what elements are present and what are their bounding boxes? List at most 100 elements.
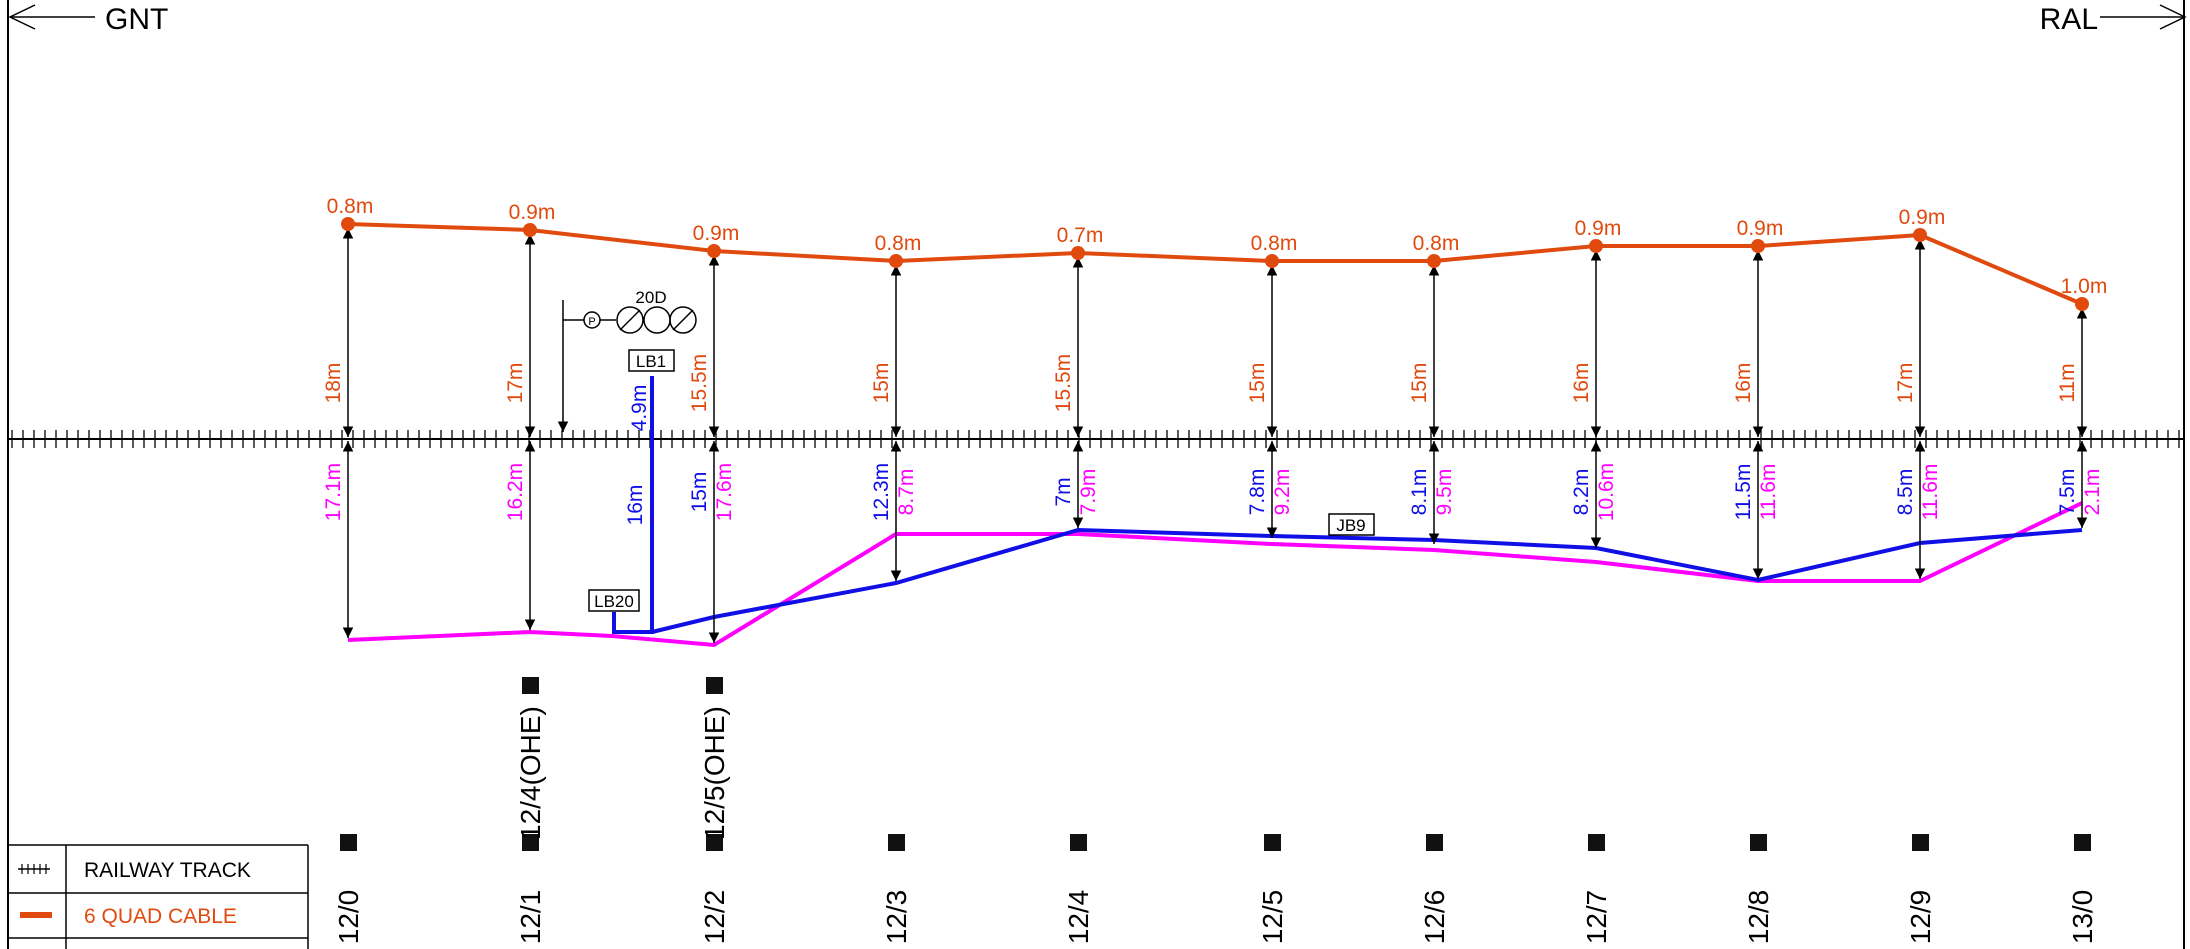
quad-cable-joint: [2075, 297, 2089, 311]
magenta-distance-label: 8.7m: [895, 469, 918, 516]
blue-distance-label: 7.5m: [2056, 469, 2079, 516]
magenta-cable-route: [347, 501, 2083, 648]
cable-depth-label: 0.9m: [1575, 217, 1622, 240]
cable-depth-label: 0.8m: [1251, 232, 1298, 255]
blue-distance-label: 8.5m: [1894, 469, 1917, 516]
direction-right: RAL: [2040, 3, 2187, 36]
cable-depth-label: 0.9m: [1737, 217, 1784, 240]
magenta-distance-label: 10.6m: [1595, 463, 1618, 521]
magenta-distance-label: 17.6m: [713, 463, 736, 521]
quad-cable-joint: [1589, 239, 1603, 253]
legend: RAILWAY TRACK 6 QUAD CABLE: [8, 844, 309, 949]
signal-20d: P 20D: [557, 288, 697, 432]
blue-distance-label: 11.5m: [1732, 464, 1755, 521]
quad-distance-label: 15m: [870, 363, 893, 404]
lb20-label: LB20: [594, 592, 634, 611]
quad-cable-joint: [1265, 254, 1279, 268]
quad-cable-joint: [1427, 254, 1441, 268]
railway-track: [8, 430, 2184, 448]
quad-distance-label: 15.5m: [1052, 354, 1075, 412]
magenta-distance-label: 16.2m: [504, 463, 527, 521]
blue-distance-label: 8.2m: [1570, 469, 1593, 516]
quad-cable-joint: [1751, 239, 1765, 253]
ohe-post-label: 12/5(OHE): [699, 706, 730, 840]
magenta-distance-label: 11.6m: [1919, 464, 1942, 521]
km-post-label: 12/6: [1419, 890, 1450, 945]
quad-distance-label: 11m: [2056, 363, 2079, 402]
blue-distance-label: 15m: [688, 472, 711, 513]
km-post-marker: [1264, 834, 1281, 851]
quad-cable-joint: [1913, 228, 1927, 242]
cable-depth-label: 0.9m: [509, 201, 556, 224]
legend-quad-cable-symbol: [20, 912, 52, 918]
quad-cable-joint: [889, 254, 903, 268]
quad-distance-label: 18m: [322, 363, 345, 404]
magenta-distance-label: 7.9m: [1077, 469, 1100, 516]
cable-depth-label: 0.8m: [327, 195, 374, 218]
quad-distance-label: 15.5m: [688, 354, 711, 412]
km-post-marker: [1426, 834, 1443, 851]
quad-cable-joint: [707, 244, 721, 258]
quad-distance-label: 17m: [504, 363, 527, 404]
lb20-box: LB20: [588, 589, 640, 612]
cable-depth-label: 1.0m: [2061, 275, 2108, 298]
km-post-marker: [1750, 834, 1767, 851]
quad-cable-joint: [1071, 246, 1085, 260]
quad-cable-joint: [341, 217, 355, 231]
km-post-marker: [1070, 834, 1087, 851]
cable-depth-label: 0.9m: [693, 222, 740, 245]
km-post-label: 12/8: [1743, 890, 1774, 945]
cable-depth-label: 0.8m: [1413, 232, 1460, 255]
blue-distance-label: 7.8m: [1246, 469, 1269, 516]
cable-depth-label: 0.9m: [1899, 206, 1946, 229]
km-post-label: 12/1: [515, 890, 546, 945]
km-post-marker: [706, 834, 723, 851]
magenta-distance-label: 11.6m: [1757, 464, 1780, 521]
lb-track-distance-label: 16m: [624, 485, 647, 526]
direction-right-label: RAL: [2040, 3, 2098, 36]
quad-distance-label: 16m: [1732, 363, 1755, 404]
km-post-marker: [1912, 834, 1929, 851]
km-post-label: 12/7: [1581, 890, 1612, 945]
lb1-box: LB1: [628, 349, 675, 372]
magenta-distance-label: 9.5m: [1433, 469, 1456, 516]
cable-depth-label: 0.8m: [875, 232, 922, 255]
cable-depth-label: 0.7m: [1057, 224, 1104, 247]
km-post-marker: [888, 834, 905, 851]
km-post-label: 12/0: [333, 890, 364, 945]
quad-distance-label: 17m: [1894, 363, 1917, 404]
magenta-distance-label: 9.2m: [1271, 469, 1294, 516]
blue-cable-route: [612, 376, 654, 634]
blue-cable-route-main: [651, 527, 2083, 634]
lb1-distance-label: 4.9m: [628, 385, 651, 432]
ohe-post-12-5: 12/5(OHE): [699, 677, 730, 840]
km-post-marker: [522, 834, 539, 851]
km-post-label: 12/4: [1063, 890, 1094, 945]
km-post-label: 13/0: [2067, 890, 2098, 945]
direction-left-label: GNT: [105, 3, 168, 36]
jb9-box: JB9: [1328, 513, 1375, 536]
km-post-marker: [1588, 834, 1605, 851]
km-post-label: 12/3: [881, 890, 912, 945]
quad-cable-joint: [523, 223, 537, 237]
km-post-marker: [2074, 834, 2091, 851]
svg-text:P: P: [588, 316, 595, 328]
direction-left: GNT: [8, 3, 168, 36]
signal-label: 20D: [635, 288, 666, 307]
lb1-label: LB1: [636, 352, 666, 371]
quad-distance-label: 15m: [1408, 363, 1431, 404]
ohe-post-label: 12/4(OHE): [515, 706, 546, 840]
blue-distance-label: 8.1m: [1408, 469, 1431, 516]
km-post-label: 12/2: [699, 890, 730, 945]
quad-cable-route: [347, 222, 2083, 306]
km-post-label: 12/9: [1905, 890, 1936, 945]
km-post-label: 12/5: [1257, 890, 1288, 945]
quad-distance-label: 15m: [1246, 363, 1269, 404]
km-post-marker: [340, 834, 357, 851]
jb9-label: JB9: [1336, 516, 1365, 535]
legend-track-label: RAILWAY TRACK: [84, 859, 251, 882]
legend-track-symbol: [18, 864, 50, 874]
ohe-post-12-4: 12/4(OHE): [515, 677, 546, 840]
blue-distance-label: 7m: [1052, 477, 1075, 506]
